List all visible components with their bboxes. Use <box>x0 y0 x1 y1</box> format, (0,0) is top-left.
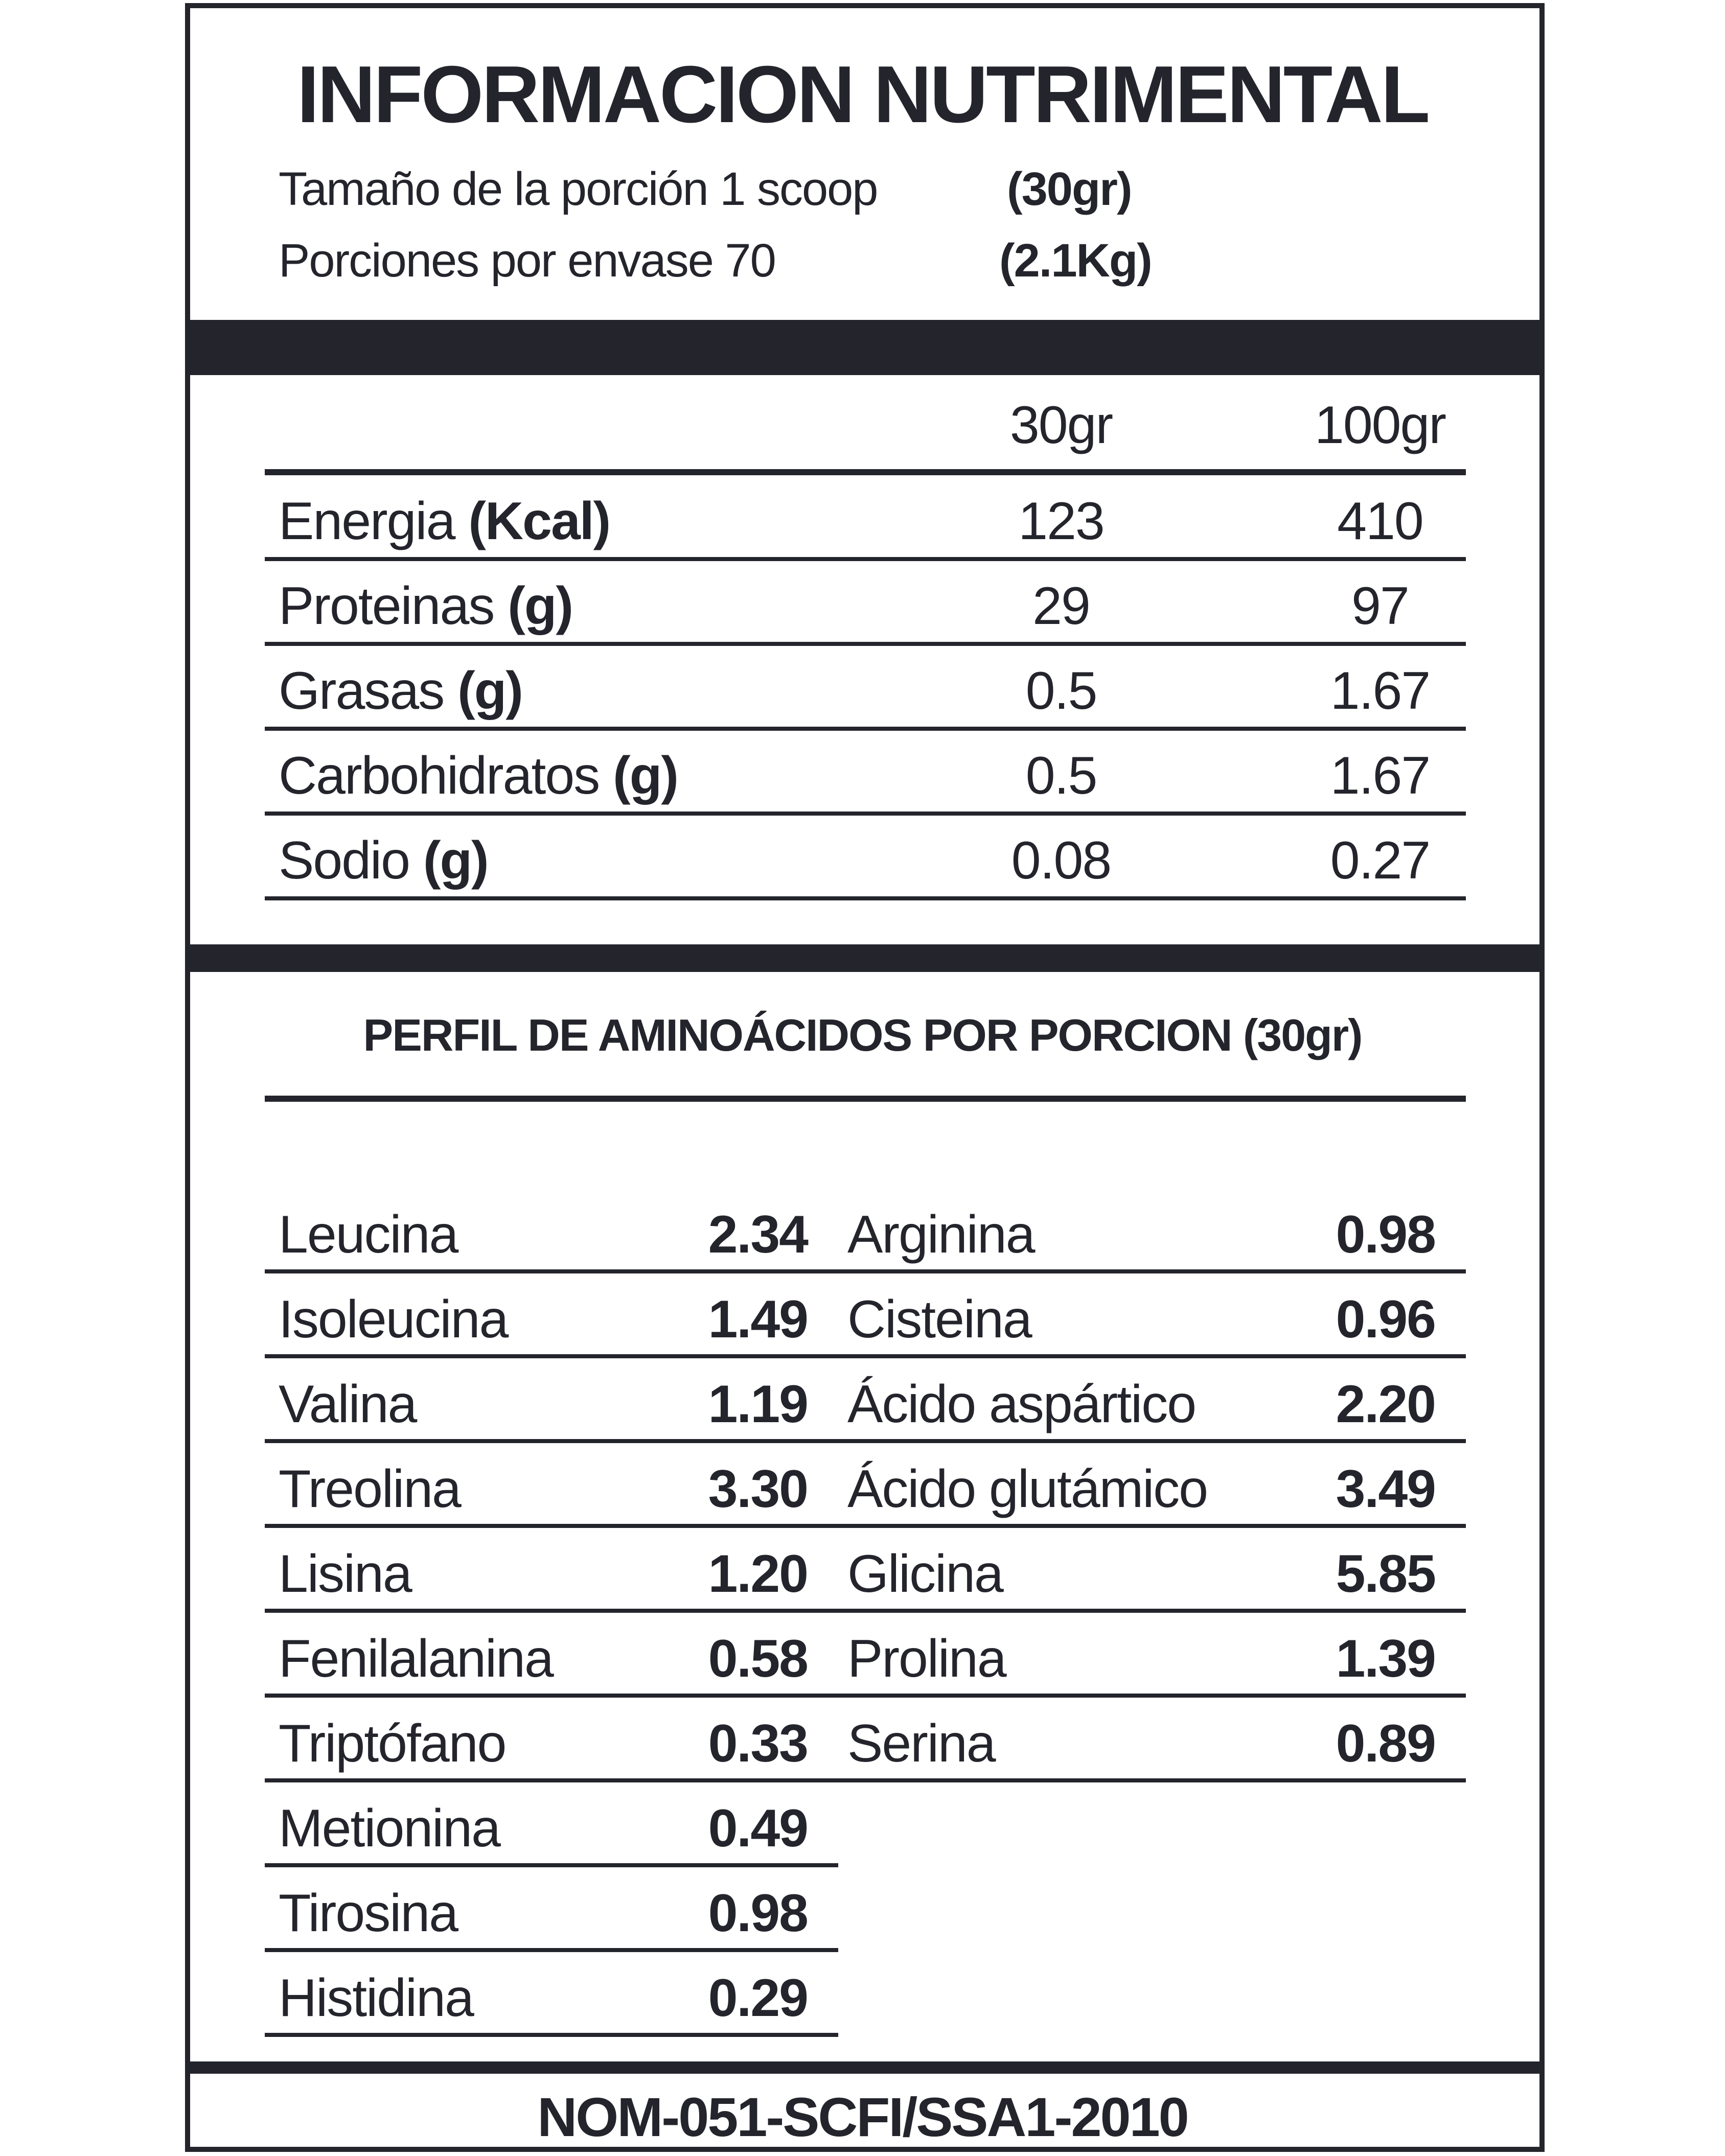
column-header-100gr: 100gr <box>1315 396 1446 455</box>
amino-name: Fenilalanina <box>279 1629 554 1688</box>
row-rule <box>265 557 1466 561</box>
amino-value: 1.19 <box>708 1375 809 1434</box>
amino-name: Cisteina <box>847 1290 1032 1349</box>
amino-name: Treolina <box>279 1459 462 1519</box>
amino-value: 0.96 <box>1336 1290 1436 1349</box>
nutrient-label: Energia (Kcal) <box>279 491 611 552</box>
value-100gr: 97 <box>1351 576 1410 636</box>
value-100gr: 410 <box>1337 492 1424 551</box>
value-30gr: 29 <box>1032 576 1091 636</box>
column-header-30gr: 30gr <box>1009 396 1113 455</box>
nutrient-label: Carbohidratos (g) <box>279 745 679 806</box>
divider-bar <box>185 944 1545 972</box>
amino-value: 0.29 <box>708 1968 809 2028</box>
row-rule <box>265 1863 838 1867</box>
amino-value: 2.20 <box>1336 1375 1436 1434</box>
nutrient-name: Proteinas <box>279 576 508 636</box>
amino-heading: PERFIL DE AMINOÁCIDOS POR PORCION (30gr) <box>363 1010 1363 1060</box>
amino-value: 0.58 <box>708 1629 809 1688</box>
value-30gr: 123 <box>1018 492 1105 551</box>
amino-name: Serina <box>847 1714 996 1773</box>
nutrient-unit: (Kcal) <box>468 492 611 551</box>
row-rule <box>265 1609 1466 1613</box>
amino-name: Arginina <box>847 1205 1036 1264</box>
amino-name: Metionina <box>279 1799 501 1858</box>
nutrient-name: Sodio <box>279 831 423 890</box>
amino-value: 0.49 <box>708 1799 809 1858</box>
amino-value: 3.49 <box>1336 1459 1436 1519</box>
nutrient-name: Grasas <box>279 661 458 721</box>
row-rule <box>265 2033 838 2037</box>
nutrient-name: Energia <box>279 492 469 551</box>
value-30gr: 0.5 <box>1025 746 1098 805</box>
amino-heading-rule <box>265 1096 1466 1102</box>
amino-name: Tirosina <box>279 1884 458 1943</box>
amino-value: 1.20 <box>708 1544 809 1604</box>
amino-value: 0.98 <box>1336 1205 1436 1264</box>
amino-name: Valina <box>279 1375 417 1434</box>
nutrient-label: Proteinas (g) <box>279 575 573 637</box>
divider-bar <box>185 320 1545 375</box>
label-frame <box>185 3 1545 2152</box>
row-rule <box>265 1269 1466 1273</box>
row-rule <box>265 812 1466 816</box>
amino-name: Triptófano <box>279 1714 507 1773</box>
value-100gr: 1.67 <box>1330 746 1431 805</box>
header-rule <box>265 469 1466 475</box>
nutrient-label: Grasas (g) <box>279 660 523 722</box>
amino-value: 0.98 <box>708 1884 809 1943</box>
nutrient-unit: (g) <box>508 576 573 636</box>
divider-bar <box>185 2061 1545 2074</box>
page-title: INFORMACION NUTRIMENTAL <box>296 50 1430 140</box>
amino-value: 0.89 <box>1336 1714 1436 1773</box>
amino-value: 1.39 <box>1336 1629 1436 1688</box>
amino-name: Leucina <box>279 1205 458 1264</box>
value-100gr: 1.67 <box>1330 661 1431 721</box>
nutrient-unit: (g) <box>423 831 489 890</box>
amino-name: Histidina <box>279 1968 474 2028</box>
value-30gr: 0.08 <box>1011 831 1112 890</box>
amino-name: Prolina <box>847 1629 1007 1688</box>
regulation-footer: NOM-051-SCFI/SSA1-2010 <box>537 2086 1189 2148</box>
amino-value: 3.30 <box>708 1459 809 1519</box>
row-rule <box>265 896 1466 900</box>
amino-value: 0.33 <box>708 1714 809 1773</box>
row-rule <box>265 1354 1466 1358</box>
amino-name: Glicina <box>847 1544 1004 1604</box>
row-rule <box>265 1948 838 1952</box>
serving-size-value: (30gr) <box>1007 163 1133 215</box>
amino-value: 2.34 <box>708 1205 809 1264</box>
amino-value: 5.85 <box>1336 1544 1436 1604</box>
amino-name: Lisina <box>279 1544 412 1604</box>
value-30gr: 0.5 <box>1025 661 1098 721</box>
nutrient-name: Carbohidratos <box>279 746 613 805</box>
row-rule <box>265 1694 1466 1698</box>
amino-value: 1.49 <box>708 1290 809 1349</box>
nutrient-unit: (g) <box>457 661 523 721</box>
amino-name: Ácido glutámico <box>847 1459 1208 1519</box>
servings-per-container-label: Porciones por envase 70 <box>279 235 776 287</box>
amino-name: Ácido aspártico <box>847 1375 1197 1434</box>
row-rule <box>265 1524 1466 1528</box>
nutrient-label: Sodio (g) <box>279 830 489 891</box>
amino-name: Isoleucina <box>279 1290 509 1349</box>
row-rule <box>265 1439 1466 1443</box>
row-rule <box>265 727 1466 731</box>
row-rule <box>265 1778 1466 1782</box>
nutrient-unit: (g) <box>613 746 679 805</box>
servings-per-container-value: (2.1Kg) <box>999 235 1153 287</box>
row-rule <box>265 642 1466 646</box>
value-100gr: 0.27 <box>1330 831 1431 890</box>
serving-size-label: Tamaño de la porción 1 scoop <box>279 163 878 215</box>
